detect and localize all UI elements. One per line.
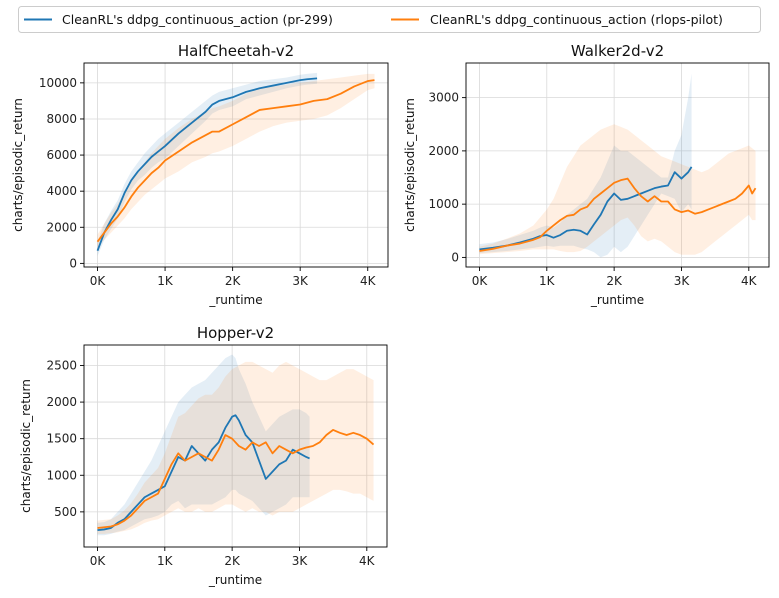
axes-frame: [83, 62, 389, 268]
y-tick-label: 2500: [46, 358, 77, 372]
x-tick-label: 1K: [157, 274, 174, 288]
x-tick-label: 0K: [90, 274, 107, 288]
x-tick-label: 3K: [292, 554, 309, 568]
series-line-rlops-pilot: [96, 79, 375, 243]
y-axis-label: charts/episodic_return: [19, 379, 33, 513]
confidence-band-rlops-pilot: [97, 361, 374, 534]
legend-frame: [18, 6, 761, 33]
x-tick-label: 0K: [90, 554, 107, 568]
legend-label-pr-299: CleanRL's ddpg_continuous_action (pr-299…: [62, 12, 333, 27]
y-tick-label: 2000: [46, 395, 77, 409]
plot-area: [97, 354, 375, 536]
y-axis-label: charts/episodic_return: [11, 98, 25, 232]
subplot-title: Hopper-v2: [197, 324, 274, 342]
y-tick-label: 6000: [46, 148, 77, 162]
x-tick-label: 3K: [674, 274, 691, 288]
y-tick-label: 0: [451, 250, 459, 264]
confidence-band-pr-299: [97, 354, 310, 536]
y-tick-label: 3000: [428, 91, 459, 105]
confidence-band-rlops-pilot: [479, 124, 756, 255]
x-tick-label: 2K: [606, 274, 623, 288]
subplot-title: HalfCheetah-v2: [178, 42, 294, 60]
x-tick-label: 4K: [360, 274, 377, 288]
y-tick-label: 1000: [46, 468, 77, 482]
subplot-halfcheetah-v2: 0K 1K 2K 3K 4K 0 2000 4000 6000 8000 10000 HalfChee…: [11, 42, 389, 307]
series-line-pr-299: [96, 77, 318, 252]
subplot-title: Walker2d-v2: [571, 42, 664, 60]
plot-area: [479, 73, 757, 258]
y-tick-label: 2000: [428, 144, 459, 158]
y-tick-label: 1500: [46, 432, 77, 446]
y-axis-label: charts/episodic_return: [403, 98, 417, 232]
y-tick-label: 2000: [46, 220, 77, 234]
y-tick-label: 8000: [46, 112, 77, 126]
series-line-pr-299: [97, 414, 310, 532]
x-tick-label: 2K: [225, 274, 242, 288]
y-tick-label: 4000: [46, 184, 77, 198]
axes-frame: [83, 344, 388, 548]
confidence-band-rlops-pilot: [97, 73, 375, 248]
x-axis-label: _runtime: [208, 293, 262, 307]
legend-label-rlops-pilot: CleanRL's ddpg_continuous_action (rlops-…: [430, 12, 723, 27]
subplot-walker2d-v2: 0K 1K 2K 3K 4K 0 1000 2000 3000 Walker2d-v2 _runti…: [403, 42, 770, 307]
x-tick-label: 4K: [741, 274, 758, 288]
x-tick-label: 3K: [292, 274, 309, 288]
x-tick-label: 2K: [224, 554, 241, 568]
y-tick-label: 1000: [428, 197, 459, 211]
plot-area: [96, 72, 375, 257]
x-tick-label: 1K: [539, 274, 556, 288]
series-line-rlops-pilot: [97, 428, 375, 529]
y-tick-label: 500: [54, 505, 77, 519]
y-tick-label: 10000: [39, 76, 77, 90]
axes-frame: [465, 62, 770, 268]
x-axis-label: _runtime: [208, 573, 262, 587]
subplot-hopper-v2: 0K 1K 2K 3K 4K 500 1000 1500 2000 2500 Hopper-v2 _r…: [19, 324, 388, 587]
subplots: 0K 1K 2K 3K 4K0200040006000800010000HalfChee…: [11, 42, 770, 587]
x-tick-label: 1K: [157, 554, 174, 568]
x-tick-label: 0K: [472, 274, 489, 288]
x-axis-label: _runtime: [590, 293, 644, 307]
y-tick-label: 0: [69, 256, 77, 270]
x-tick-label: 4K: [359, 554, 376, 568]
series-line-rlops-pilot: [479, 177, 757, 252]
legend: CleanRL's ddpg_continuous_action (pr-299…: [18, 6, 761, 33]
series-line-pr-299: [479, 166, 693, 251]
confidence-band-pr-299: [479, 73, 692, 258]
